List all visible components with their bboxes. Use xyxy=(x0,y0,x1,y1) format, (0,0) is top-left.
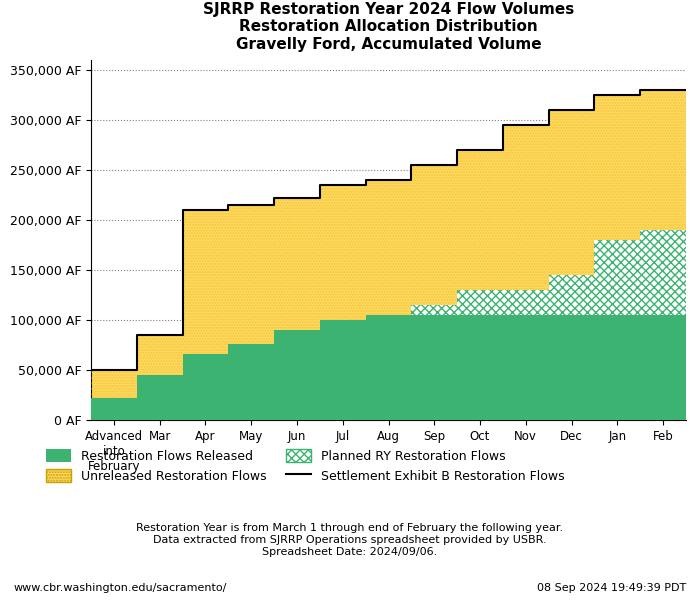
Bar xyxy=(549,110,594,420)
Bar xyxy=(457,315,503,420)
Bar xyxy=(136,335,183,420)
Bar xyxy=(91,370,136,420)
Bar xyxy=(640,90,686,420)
Bar xyxy=(320,320,365,420)
Bar xyxy=(274,198,320,420)
Bar xyxy=(412,305,457,315)
Bar xyxy=(412,315,457,420)
Bar xyxy=(457,150,503,420)
Bar xyxy=(320,185,365,420)
Bar xyxy=(136,375,183,420)
Bar xyxy=(91,370,136,420)
Bar xyxy=(412,165,457,420)
Bar xyxy=(365,180,412,420)
Bar xyxy=(274,198,320,420)
Bar xyxy=(457,150,503,420)
Bar xyxy=(503,125,549,420)
Bar xyxy=(549,275,594,315)
Bar xyxy=(549,110,594,420)
Text: Data extracted from SJRRP Operations spreadsheet provided by USBR.: Data extracted from SJRRP Operations spr… xyxy=(153,535,547,545)
Bar xyxy=(640,230,686,315)
Bar xyxy=(274,330,320,420)
Bar xyxy=(91,398,136,420)
Bar xyxy=(640,90,686,420)
Bar xyxy=(503,290,549,315)
Bar xyxy=(136,335,183,420)
Text: Spreadsheet Date: 2024/09/06.: Spreadsheet Date: 2024/09/06. xyxy=(262,547,438,557)
Bar xyxy=(365,180,412,420)
Bar xyxy=(594,95,640,420)
Bar xyxy=(640,315,686,420)
Bar xyxy=(594,315,640,420)
Bar xyxy=(594,95,640,420)
Bar xyxy=(594,240,640,315)
Bar xyxy=(228,344,274,420)
Bar xyxy=(549,315,594,420)
Bar xyxy=(365,315,412,420)
Bar xyxy=(320,185,365,420)
Bar xyxy=(183,210,228,420)
Bar xyxy=(412,165,457,420)
Title: SJRRP Restoration Year 2024 Flow Volumes
Restoration Allocation Distribution
Gra: SJRRP Restoration Year 2024 Flow Volumes… xyxy=(203,2,574,52)
Legend: Restoration Flows Released, Unreleased Restoration Flows, Planned RY Restoration: Restoration Flows Released, Unreleased R… xyxy=(41,444,569,488)
Y-axis label: Accumulated Volume: Accumulated Volume xyxy=(0,167,4,313)
Text: www.cbr.washington.edu/sacramento/: www.cbr.washington.edu/sacramento/ xyxy=(14,583,228,593)
Bar xyxy=(183,210,228,420)
Text: Restoration Year is from March 1 through end of February the following year.: Restoration Year is from March 1 through… xyxy=(136,523,564,533)
Bar xyxy=(503,125,549,420)
Bar xyxy=(457,290,503,315)
Bar xyxy=(228,205,274,420)
Bar xyxy=(183,354,228,420)
Text: 08 Sep 2024 19:49:39 PDT: 08 Sep 2024 19:49:39 PDT xyxy=(537,583,686,593)
Bar xyxy=(503,315,549,420)
Bar xyxy=(228,205,274,420)
